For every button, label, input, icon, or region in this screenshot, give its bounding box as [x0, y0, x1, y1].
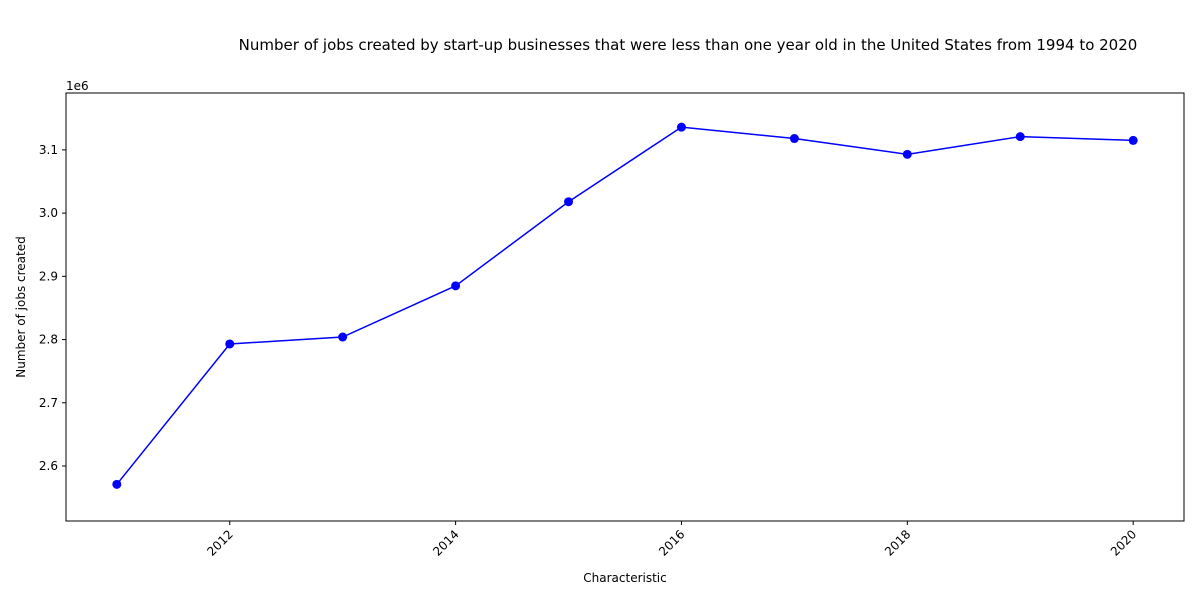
data-point — [1015, 132, 1025, 142]
data-point — [1128, 135, 1138, 145]
x-tick-label: 2020 — [1108, 527, 1139, 558]
x-axis: 2012 2014 2016 2018 2020 — [204, 521, 1139, 559]
y-tick-label: 2.8 — [39, 333, 58, 347]
y-axis-offset-label: 1e6 — [66, 79, 89, 93]
data-point — [338, 332, 348, 342]
x-tick-label: 2018 — [882, 527, 913, 558]
x-tick-label: 2016 — [656, 527, 687, 558]
y-axis: 2.6 2.7 2.8 2.9 3.0 3.1 — [39, 143, 66, 473]
chart-title: Number of jobs created by start-up busin… — [239, 36, 1138, 54]
y-tick-label: 2.6 — [39, 459, 58, 473]
y-tick-label: 2.7 — [39, 396, 58, 410]
x-axis-label: Characteristic — [583, 571, 666, 585]
x-tick-label: 2014 — [430, 527, 461, 558]
data-point — [225, 339, 235, 349]
data-point — [451, 281, 461, 291]
series-layer — [112, 122, 1138, 489]
y-axis-label: Number of jobs created — [14, 236, 28, 377]
plot-area-frame — [65, 92, 1185, 522]
y-tick-label: 2.9 — [39, 269, 58, 283]
data-point — [564, 197, 574, 207]
data-point — [902, 149, 912, 159]
y-tick-label: 3.0 — [39, 206, 58, 220]
data-point — [676, 122, 686, 132]
data-point — [112, 479, 122, 489]
y-tick-label: 3.1 — [39, 143, 58, 157]
x-tick-label: 2012 — [204, 527, 235, 558]
data-point — [789, 134, 799, 144]
series-line — [116, 126, 1134, 485]
